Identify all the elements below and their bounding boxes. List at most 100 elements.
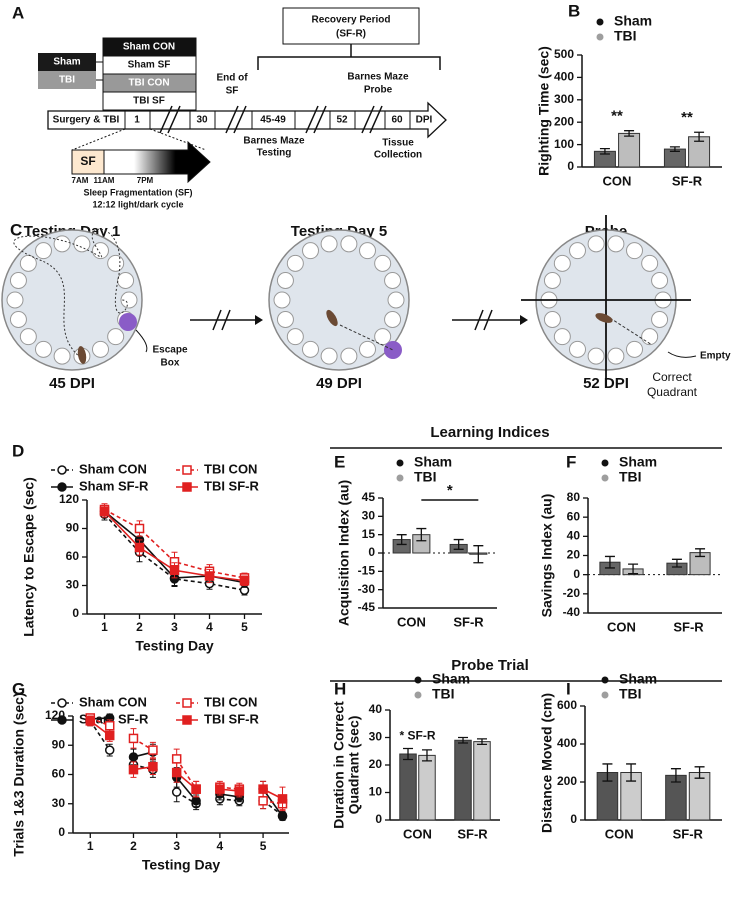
y-tick-label: 0 [570, 812, 577, 826]
legend-label: TBI SF-R [204, 711, 259, 726]
condition-text: TBI CON [128, 78, 169, 89]
marker [104, 745, 115, 755]
timeline-note: Testing [257, 148, 292, 159]
legend-label: TBI [614, 28, 637, 44]
legend-label: Sham SF-R [79, 478, 149, 493]
y-tick-label: 20 [567, 548, 581, 562]
maze-hole [6, 291, 24, 309]
x-tick-label: CON [603, 173, 632, 188]
marker [99, 506, 110, 517]
bar [454, 739, 472, 821]
y-tick-label: 200 [554, 114, 574, 128]
maze-hole [320, 235, 338, 253]
time-break [159, 105, 383, 134]
x-tick-label: CON [607, 619, 636, 634]
maze-hole [302, 340, 319, 358]
y-tick-label: -45 [358, 600, 376, 614]
maze-hole [553, 254, 571, 272]
error-bar [453, 538, 464, 550]
x-tick-label: 5 [241, 620, 248, 634]
y-tick-label: 0 [375, 812, 382, 826]
maze-hole [9, 310, 27, 328]
legend-marker [601, 691, 609, 699]
legend-marker [596, 33, 604, 41]
recovery-text: Recovery Period [312, 15, 391, 26]
sf-text: SF [80, 154, 95, 168]
maze [1, 229, 143, 371]
annotation: ** [611, 108, 623, 125]
maze-hole [626, 340, 643, 358]
x-tick-label: 4 [206, 620, 213, 634]
maze-note: Escape [152, 345, 187, 356]
y-tick-label: 500 [554, 47, 574, 61]
legend-marker [57, 482, 67, 492]
series-line [176, 758, 197, 790]
transition-arrow [452, 309, 520, 331]
maze-note: Empty [700, 351, 731, 362]
timeline-label: Surgery & TBI [53, 115, 120, 126]
marker [277, 811, 288, 822]
timeline-note: Tissue [382, 138, 414, 149]
error-bar [476, 738, 487, 746]
maze-day: 45 DPI [49, 375, 95, 392]
marker [104, 721, 115, 731]
x-axis-title: Testing Day [135, 638, 214, 654]
maze-hole [35, 242, 52, 260]
panel-label: C [10, 220, 22, 239]
legend-label: TBI [619, 469, 642, 485]
error-bar [602, 763, 613, 782]
error-bar [670, 768, 681, 783]
quadrant-lines [521, 215, 691, 385]
maze-hole [286, 328, 304, 346]
sf-caption: 12:12 light/dark cycle [92, 199, 183, 209]
y-tick-label: 30 [52, 796, 66, 810]
bar [688, 772, 711, 821]
panel-label: H [334, 679, 346, 698]
y-tick-label: 60 [66, 549, 80, 563]
legend-label: TBI CON [204, 461, 257, 476]
y-axis-title: Acquisition Index (au) [336, 480, 352, 626]
x-tick-label: SF-R [453, 614, 484, 629]
panel-a: A Recovery Period (SF-R) Sham TBI Sham C… [12, 3, 447, 209]
bar [399, 753, 417, 821]
legend-label: Sham [619, 671, 657, 687]
maze-hole [553, 328, 571, 346]
marker [171, 767, 182, 778]
transition-arrow [190, 309, 255, 331]
legend-label: Sham [414, 454, 452, 470]
maze-hole [587, 347, 605, 365]
maze-hole [286, 254, 304, 272]
maze-hole [117, 272, 135, 290]
error-bar [694, 766, 705, 779]
mouse-path [13, 228, 128, 361]
marker [134, 542, 145, 553]
maze-hole [374, 254, 392, 272]
y-tick-label: 10 [369, 785, 383, 799]
timeline-arrow [47, 101, 447, 139]
marker [171, 754, 182, 764]
panel-label: I [566, 679, 571, 698]
maze-hole [35, 340, 52, 358]
section-header: Learning Indices [430, 424, 549, 441]
series-line [103, 513, 245, 592]
recovery-text: (SF-R) [336, 29, 366, 40]
error-bar [695, 548, 706, 558]
x-tick-label: CON [403, 826, 432, 841]
maze-note: Quadrant [647, 385, 698, 399]
error-bar [669, 146, 680, 152]
legend-label: Sham [619, 454, 657, 470]
timeline-label: 45-49 [260, 115, 286, 126]
x-tick-label: 3 [173, 839, 180, 853]
legend-label: Sham CON [79, 694, 147, 709]
maze-hole [276, 310, 294, 328]
y-tick-label: 0 [573, 567, 580, 581]
maze-hole [120, 291, 138, 309]
x-tick-label: 3 [171, 620, 178, 634]
series-line [104, 508, 245, 579]
y-tick-label: 30 [66, 578, 80, 592]
maze-hole [543, 310, 561, 328]
y-tick-label: 400 [554, 70, 574, 84]
maze-hole [626, 242, 643, 260]
